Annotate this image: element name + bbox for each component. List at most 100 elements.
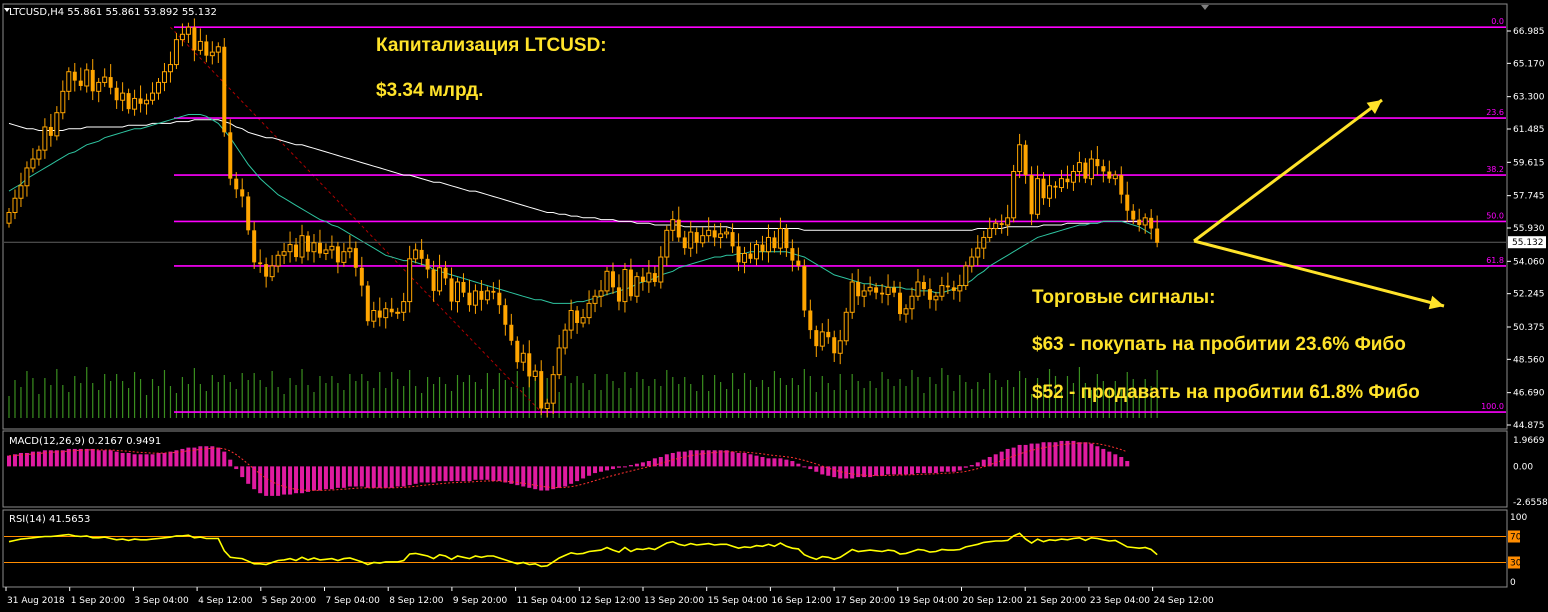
candlestick bbox=[1142, 213, 1148, 234]
candlestick bbox=[1112, 170, 1118, 186]
candlestick bbox=[1083, 158, 1088, 184]
macd-bar bbox=[252, 466, 257, 490]
macd-bar bbox=[880, 466, 885, 476]
candlestick bbox=[670, 210, 676, 242]
macd-tick-label: -2.6558 bbox=[1513, 498, 1548, 508]
macd-bar bbox=[826, 466, 831, 476]
macd-bar bbox=[652, 458, 657, 467]
candlestick bbox=[240, 178, 245, 208]
candlestick bbox=[556, 334, 562, 380]
macd-bar bbox=[921, 466, 926, 474]
macd-bar bbox=[1077, 442, 1082, 467]
candlestick bbox=[281, 242, 287, 264]
candlestick bbox=[880, 283, 885, 304]
macd-bar bbox=[1065, 440, 1070, 467]
candlestick bbox=[294, 237, 299, 262]
macd-bar bbox=[963, 466, 968, 468]
chart-menu-triangle-icon[interactable] bbox=[4, 8, 10, 12]
macd-bar bbox=[449, 466, 454, 482]
candlestick bbox=[138, 85, 143, 113]
macd-bar bbox=[258, 466, 263, 494]
candlestick bbox=[592, 289, 598, 313]
candlestick bbox=[676, 206, 681, 242]
macd-bar bbox=[353, 466, 358, 487]
macd-bar bbox=[569, 466, 574, 484]
candlestick bbox=[562, 323, 568, 355]
candlestick bbox=[1023, 140, 1028, 184]
time-tick-label: 3 Sep 04:00 bbox=[134, 596, 189, 606]
candlestick bbox=[568, 299, 574, 339]
macd-bar bbox=[120, 452, 125, 467]
macd-bar bbox=[784, 459, 789, 467]
macd-bar bbox=[431, 466, 436, 483]
candlestick bbox=[903, 304, 909, 323]
candlestick bbox=[156, 77, 161, 100]
macd-bar bbox=[216, 447, 221, 467]
macd-bar bbox=[790, 461, 795, 467]
candlestick bbox=[814, 325, 819, 358]
candlestick bbox=[377, 297, 382, 327]
macd-bar bbox=[66, 448, 71, 467]
candlestick bbox=[1137, 208, 1142, 232]
macd-bar bbox=[1113, 454, 1118, 467]
candlestick bbox=[228, 119, 233, 186]
macd-bar bbox=[288, 466, 293, 495]
candlestick bbox=[652, 266, 657, 287]
macd-bar bbox=[132, 454, 137, 467]
candlestick bbox=[634, 272, 640, 303]
fibo-level-label: 23.6 bbox=[1486, 108, 1504, 117]
macd-bar bbox=[192, 447, 197, 467]
rsi-tick-label: 30 bbox=[1510, 559, 1522, 569]
macd-bar bbox=[838, 466, 843, 479]
candlestick bbox=[365, 281, 370, 326]
candlestick bbox=[1017, 133, 1023, 179]
macd-pane-frame bbox=[2, 430, 1508, 508]
macd-bar bbox=[1035, 443, 1040, 467]
candlestick bbox=[999, 214, 1004, 234]
buy-arrow bbox=[1193, 98, 1383, 243]
candlestick bbox=[102, 68, 108, 87]
candlestick bbox=[1125, 181, 1130, 222]
price-tick-label: 63.300 bbox=[1513, 93, 1545, 103]
fibo-level-label: 0.0 bbox=[1491, 17, 1504, 26]
candlestick bbox=[1053, 181, 1058, 199]
candlestick bbox=[1005, 204, 1011, 236]
macd-bar bbox=[754, 455, 759, 467]
candlestick bbox=[730, 223, 735, 253]
macd-bar bbox=[144, 454, 149, 467]
current-price-box bbox=[1508, 236, 1546, 249]
macd-bar bbox=[742, 452, 747, 467]
macd-bar bbox=[282, 466, 287, 495]
candlestick bbox=[544, 398, 550, 418]
candlestick bbox=[539, 360, 544, 416]
macd-bar bbox=[969, 465, 974, 467]
macd-bar bbox=[1089, 443, 1094, 467]
macd-bar bbox=[1083, 442, 1088, 467]
macd-bar bbox=[933, 466, 938, 474]
macd-bar bbox=[796, 463, 801, 467]
candlestick bbox=[664, 225, 670, 266]
macd-bar bbox=[1023, 444, 1028, 467]
scroll-marker-icon[interactable] bbox=[1201, 5, 1209, 10]
macd-bar bbox=[12, 454, 17, 467]
candlestick bbox=[796, 247, 801, 271]
macd-bar bbox=[329, 466, 334, 490]
time-tick-label: 31 Aug 2018 bbox=[7, 596, 65, 606]
candlestick bbox=[598, 280, 604, 308]
macd-bar bbox=[479, 466, 484, 480]
candlestick bbox=[772, 230, 777, 253]
candlestick bbox=[144, 93, 150, 115]
macd-bar bbox=[162, 452, 167, 467]
macd-bar bbox=[904, 466, 908, 475]
candlestick bbox=[527, 340, 532, 388]
price-tick-label: 65.170 bbox=[1513, 59, 1545, 69]
macd-bar bbox=[748, 454, 753, 467]
candlestick bbox=[192, 18, 197, 62]
candlestick bbox=[246, 192, 251, 235]
candlestick bbox=[658, 246, 664, 289]
candlestick bbox=[42, 118, 48, 159]
main-chart-title: LTCUSD,H4 55.861 55.861 53.892 55.132 bbox=[9, 7, 217, 18]
macd-bar bbox=[300, 466, 305, 494]
